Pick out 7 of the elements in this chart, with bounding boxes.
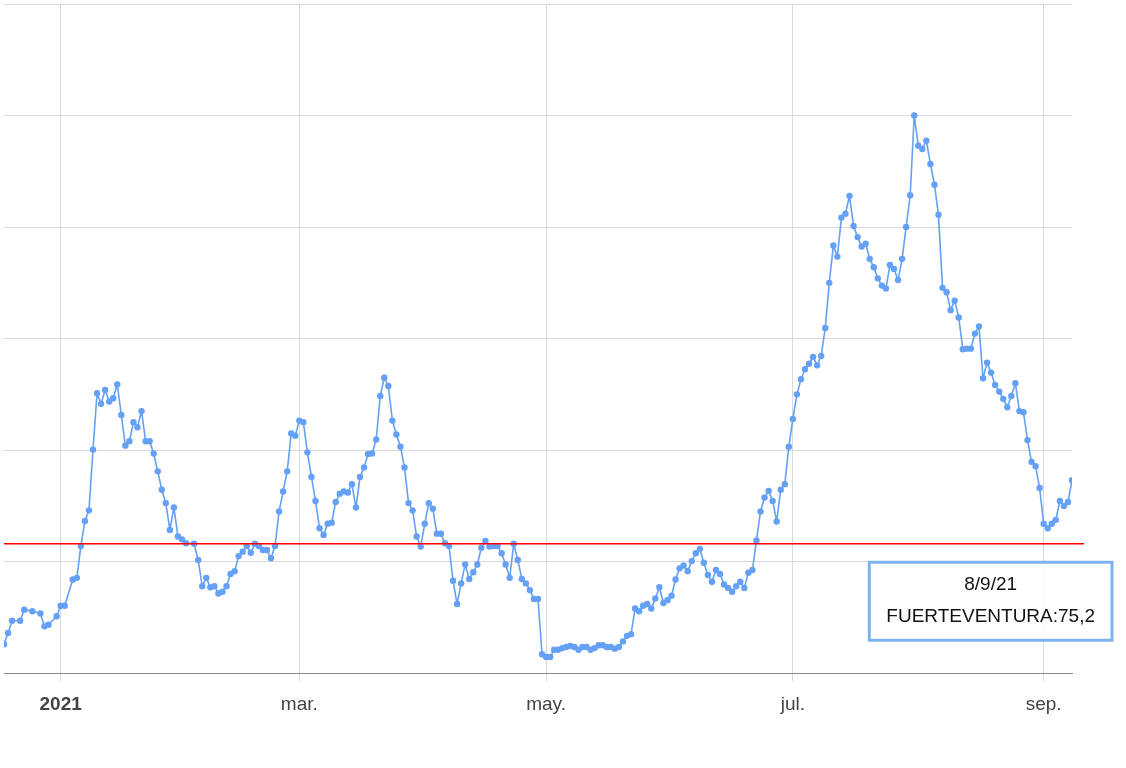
x-tick-label: jul. <box>779 692 806 714</box>
x-tick-label: may. <box>526 692 566 714</box>
x-tick-label: sep. <box>1025 692 1062 714</box>
x-tick-label: 2021 <box>39 692 83 714</box>
annotation: FUERTEVENTURA:75,2 <box>886 605 1095 627</box>
x-tick-label: mar. <box>280 692 318 714</box>
annotation: 8/9/21 <box>964 573 1018 595</box>
